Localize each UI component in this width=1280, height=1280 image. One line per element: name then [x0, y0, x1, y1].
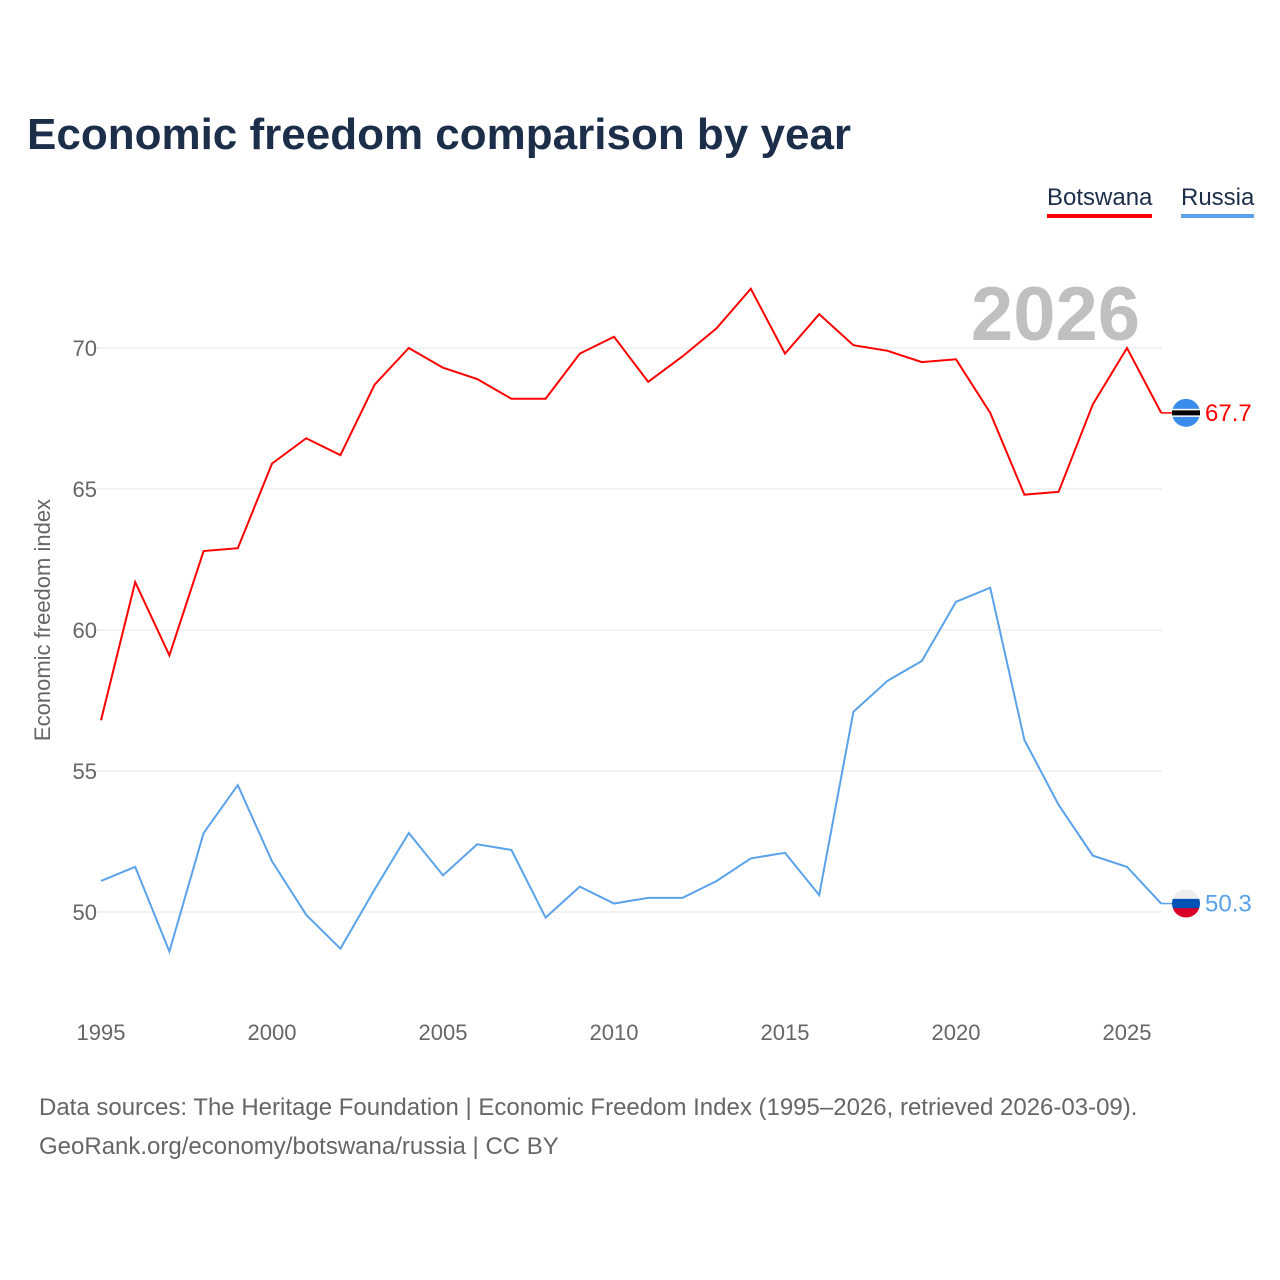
flag-stripe — [1172, 898, 1200, 909]
russia-flag-icon — [1172, 889, 1200, 918]
legend-russia[interactable]: Russia — [1181, 184, 1255, 218]
series-line-botswana — [100, 287, 1163, 721]
y-tick-label: 60 — [73, 618, 97, 643]
flag-stripe — [1172, 908, 1200, 918]
y-tick-label: 55 — [73, 759, 97, 784]
x-tick-label: 1995 — [77, 1020, 126, 1045]
source-text: Data sources: The Heritage Foundation | … — [39, 1094, 1138, 1121]
attribution-text: GeoRank.org/economy/botswana/russia | CC… — [39, 1133, 559, 1160]
x-tick-label: 2020 — [932, 1020, 981, 1045]
y-axis-label: Economic freedom index — [30, 499, 55, 741]
x-tick-label: 2000 — [248, 1020, 297, 1045]
end-value-label: 67.7 — [1205, 400, 1252, 427]
y-tick-label: 50 — [73, 900, 97, 925]
flag-stripe — [1172, 410, 1200, 416]
x-tick-label: 2005 — [419, 1020, 468, 1045]
y-tick-label: 65 — [73, 477, 97, 502]
chart-title: Economic freedom comparison by year — [27, 110, 852, 159]
y-tick-label: 70 — [73, 336, 97, 361]
legend-botswana[interactable]: Botswana — [1047, 184, 1153, 218]
x-tick-label: 2010 — [590, 1020, 639, 1045]
end-value-label: 50.3 — [1205, 891, 1252, 918]
series-line-russia — [100, 586, 1162, 955]
year-watermark: 2026 — [971, 272, 1140, 357]
x-tick-label: 2025 — [1103, 1020, 1152, 1045]
flag-stripe — [1172, 889, 1200, 900]
footer: Data sources: The Heritage Foundation | … — [39, 1088, 1137, 1166]
x-tick-label: 2015 — [761, 1020, 810, 1045]
